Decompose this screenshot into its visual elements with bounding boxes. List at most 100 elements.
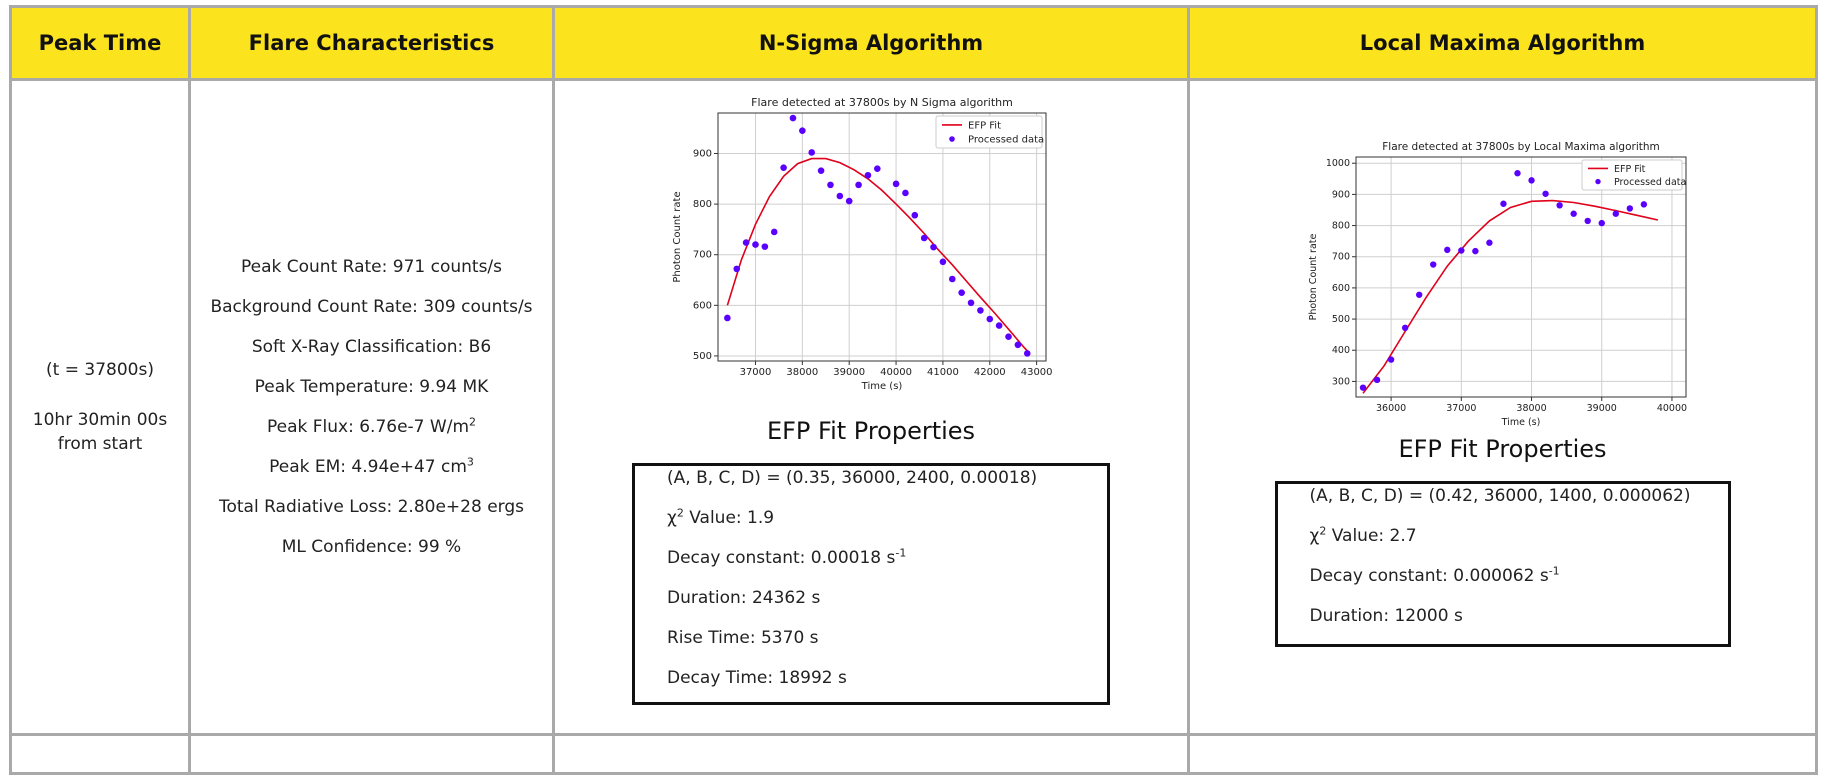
local-maxima-params: (A, B, C, D) = (0.42, 36000, 1400, 0.000… xyxy=(1309,486,1691,506)
chart0-data-point-21 xyxy=(930,243,937,251)
chart1-data-point-17 xyxy=(1598,219,1605,227)
next-row xyxy=(9,733,1818,775)
chart1-y-tick-label-4: 700 xyxy=(1331,252,1349,263)
chart0-data-point-23 xyxy=(948,275,956,283)
chart1-data-point-2 xyxy=(1387,356,1394,363)
local-maxima-cell: Flare detected at 37800s by Local Maxima… xyxy=(1187,78,1818,736)
soft-xray-classification: Soft X-Ray Classification: B6 xyxy=(251,337,492,357)
chart0-data-point-19 xyxy=(911,211,919,219)
chart0-data-point-22 xyxy=(939,258,947,266)
chart1-data-point-18 xyxy=(1612,210,1619,217)
chart0-y-tick-label-3: 800 xyxy=(693,199,712,210)
local-maxima-decay-constant: Decay constant: 0.000062 s xyxy=(1309,566,1549,586)
chart0-y-tick-label-0: 500 xyxy=(693,351,712,362)
header-flare-characteristics: Flare Characteristics xyxy=(188,5,555,81)
background-count-rate: Background Count Rate: 309 counts/s xyxy=(210,297,533,317)
chart1-data-point-12 xyxy=(1527,177,1535,184)
chart0-data-point-17 xyxy=(892,180,900,188)
chart1-data-point-13 xyxy=(1541,190,1549,197)
flare-characteristics-cell: Peak Count Rate: 971 counts/s Background… xyxy=(188,78,555,736)
chart0-data-point-29 xyxy=(1005,333,1012,341)
chart0-data-point-31 xyxy=(1023,350,1031,357)
chart0-data-point-10 xyxy=(817,167,825,174)
next-row-cell-4 xyxy=(1187,733,1818,775)
chart1-y-tick-label-2: 500 xyxy=(1331,314,1349,325)
local-maxima-decay-line: Decay constant: 0.000062 s-1 xyxy=(1309,565,1718,586)
chart0-y-tick-label-4: 900 xyxy=(693,148,712,159)
chart0-data-point-3 xyxy=(752,241,759,248)
chart1-legend-data-swatch xyxy=(1594,178,1601,185)
chart0-data-point-8 xyxy=(799,127,806,135)
chart0-data-point-28 xyxy=(995,322,1003,329)
chart1-data-point-4 xyxy=(1415,291,1422,298)
peak-count-rate: Peak Count Rate: 971 counts/s xyxy=(240,257,503,277)
peak-temperature: Peak Temperature: 9.94 MK xyxy=(254,377,489,397)
chart1-plot-frame xyxy=(1355,156,1686,398)
chart1-data-point-1 xyxy=(1373,376,1380,384)
chart1-y-tick-label-5: 800 xyxy=(1331,221,1349,232)
chart1-y-tick-label-6: 900 xyxy=(1331,189,1349,200)
chart0-x-tick-label-3: 40000 xyxy=(880,367,912,378)
local-maxima-efp-title: EFP Fit Properties xyxy=(1398,435,1607,463)
chart0-data-point-12 xyxy=(836,192,844,200)
chart1-data-point-0 xyxy=(1359,384,1366,391)
nsigma-duration: Duration: 24362 s xyxy=(667,588,821,608)
chart1-x-tick-label-0: 36000 xyxy=(1375,403,1405,414)
chart0-x-tick-label-2: 39000 xyxy=(833,367,865,378)
nsigma-decay-exponent: -1 xyxy=(895,546,907,560)
chart1-x-tick-label-3: 39000 xyxy=(1586,403,1616,414)
chart0-data-point-26 xyxy=(977,307,984,314)
peak-time-clock: 10hr 30min 00s xyxy=(32,410,168,430)
chart1-data-point-19 xyxy=(1626,205,1633,212)
chart0-data-point-15 xyxy=(864,171,872,179)
chart1-data-point-16 xyxy=(1584,217,1591,225)
chart0-data-point-1 xyxy=(733,265,741,273)
chart1-x-tick-label-1: 37000 xyxy=(1446,403,1476,414)
chart0-data-point-6 xyxy=(780,164,787,171)
chart0-data-point-16 xyxy=(874,165,881,172)
flare-report-table: Peak Time Flare Characteristics N-Sigma … xyxy=(9,5,1818,775)
chart1-legend-fit-label: EFP Fit xyxy=(1614,164,1646,175)
chart1-legend-box xyxy=(1581,159,1682,191)
nsigma-chi-symbol: χ xyxy=(667,508,677,528)
peak-flux-line: Peak Flux: 6.76e-7 W/m2 xyxy=(191,416,552,438)
local-maxima-chi-line: χ2 Value: 2.7 xyxy=(1309,525,1718,546)
header-nsigma-algorithm: N-Sigma Algorithm xyxy=(552,5,1190,81)
peak-flux: Peak Flux: 6.76e-7 W/m xyxy=(267,417,469,437)
local-maxima-chi-symbol: χ xyxy=(1309,526,1320,546)
chart1-title: Flare detected at 37800s by Local Maxima… xyxy=(1382,141,1660,153)
chart0-data-point-27 xyxy=(986,315,994,323)
chart0-x-tick-label-0: 37000 xyxy=(740,367,772,378)
chart0-data-point-25 xyxy=(967,299,975,307)
peak-time-cell: (t = 37800s) 10hr 30min 00s from start xyxy=(9,78,191,736)
chart1-x-tick-label-2: 38000 xyxy=(1516,403,1546,414)
chart-svg: Flare detected at 37800s by N Sigma algo… xyxy=(672,96,1053,392)
nsigma-chart: Flare detected at 37800s by N Sigma algo… xyxy=(671,93,1071,411)
header-row: Peak Time Flare Characteristics N-Sigma … xyxy=(9,5,1818,81)
chart1-y-tick-label-1: 400 xyxy=(1331,345,1349,356)
flare-row: (t = 37800s) 10hr 30min 00s from start P… xyxy=(9,78,1818,736)
chart1-data-point-5 xyxy=(1429,261,1436,268)
peak-em: Peak EM: 4.94e+47 cm xyxy=(269,457,467,477)
chart-svg: Flare detected at 37800s by Local Maxima… xyxy=(1308,141,1687,428)
chart0-data-point-0 xyxy=(724,314,731,322)
chart0-legend-data-label: Processed data xyxy=(968,135,1044,146)
chart0-legend-box xyxy=(935,115,1043,149)
chart0-y-axis-label: Photon Count rate xyxy=(672,191,683,282)
chart0-x-tick-label-1: 38000 xyxy=(786,367,818,378)
chart1-x-axis-label: Time (s) xyxy=(1500,417,1540,428)
chart0-data-point-4 xyxy=(761,243,769,250)
chart1-data-point-9 xyxy=(1485,239,1493,246)
nsigma-efp-title: EFP Fit Properties xyxy=(766,417,976,445)
next-row-cell-2 xyxy=(188,733,555,775)
chart1-y-axis-label: Photon Count rate xyxy=(1308,234,1319,321)
nsigma-chi-value: Value: 1.9 xyxy=(683,508,775,528)
chart0-x-tick-label-6: 43000 xyxy=(1021,367,1053,378)
local-maxima-chart: Flare detected at 37800s by Local Maxima… xyxy=(1303,139,1703,429)
chart0-data-point-13 xyxy=(845,197,853,205)
chart1-y-tick-label-3: 600 xyxy=(1331,283,1349,294)
chart1-efp-fit-line xyxy=(1361,199,1658,394)
chart0-data-point-20 xyxy=(920,234,928,242)
next-row-cell-1 xyxy=(9,733,191,775)
chart0-data-point-14 xyxy=(855,181,862,189)
